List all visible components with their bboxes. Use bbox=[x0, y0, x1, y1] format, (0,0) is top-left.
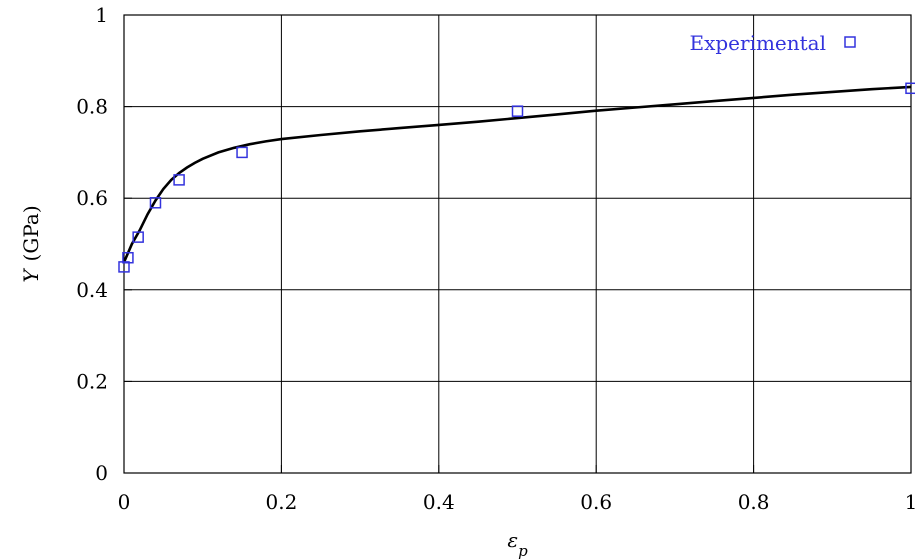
tick-marks bbox=[123, 14, 912, 474]
y-tick-label: 0.4 bbox=[76, 278, 108, 302]
y-axis-unit: (GPa) bbox=[19, 205, 43, 261]
x-axis-title: εp bbox=[507, 528, 528, 559]
plot-frame bbox=[123, 14, 912, 474]
y-axis-symbol: Y bbox=[19, 268, 43, 283]
data-point bbox=[122, 251, 134, 264]
legend-label: Experimental bbox=[689, 31, 826, 55]
data-point bbox=[173, 174, 185, 186]
x-tick-label: 0.8 bbox=[738, 490, 770, 514]
x-axis-subscript: p bbox=[518, 542, 528, 559]
experimental-points bbox=[118, 82, 915, 273]
data-point bbox=[905, 82, 915, 95]
y-axis-title: Y (GPa) bbox=[19, 205, 43, 282]
y-tick-label: 0.8 bbox=[76, 95, 108, 119]
legend: Experimental bbox=[689, 31, 856, 55]
x-tick-label: 0 bbox=[118, 490, 131, 514]
y-tick-label: 0.2 bbox=[76, 369, 108, 393]
data-point bbox=[149, 197, 162, 209]
legend-marker bbox=[844, 36, 856, 48]
grid bbox=[123, 14, 912, 474]
x-axis-symbol: ε bbox=[507, 528, 518, 552]
data-point bbox=[118, 261, 130, 273]
y-tick-label: 1 bbox=[95, 3, 108, 27]
x-tick-labels: 0 0.2 0.4 0.6 0.8 1 bbox=[118, 490, 915, 514]
data-point bbox=[511, 105, 524, 117]
x-tick-label: 1 bbox=[905, 490, 915, 514]
fit-line bbox=[122, 85, 912, 263]
x-tick-label: 0.2 bbox=[265, 490, 297, 514]
data-point bbox=[132, 231, 144, 243]
data-point bbox=[236, 146, 248, 159]
y-tick-label: 0 bbox=[95, 461, 108, 485]
y-tick-labels: 0 0.2 0.4 0.6 0.8 1 bbox=[76, 3, 108, 485]
x-tick-label: 0.6 bbox=[580, 490, 612, 514]
y-tick-label: 0.6 bbox=[76, 186, 108, 210]
x-tick-label: 0.4 bbox=[423, 490, 455, 514]
